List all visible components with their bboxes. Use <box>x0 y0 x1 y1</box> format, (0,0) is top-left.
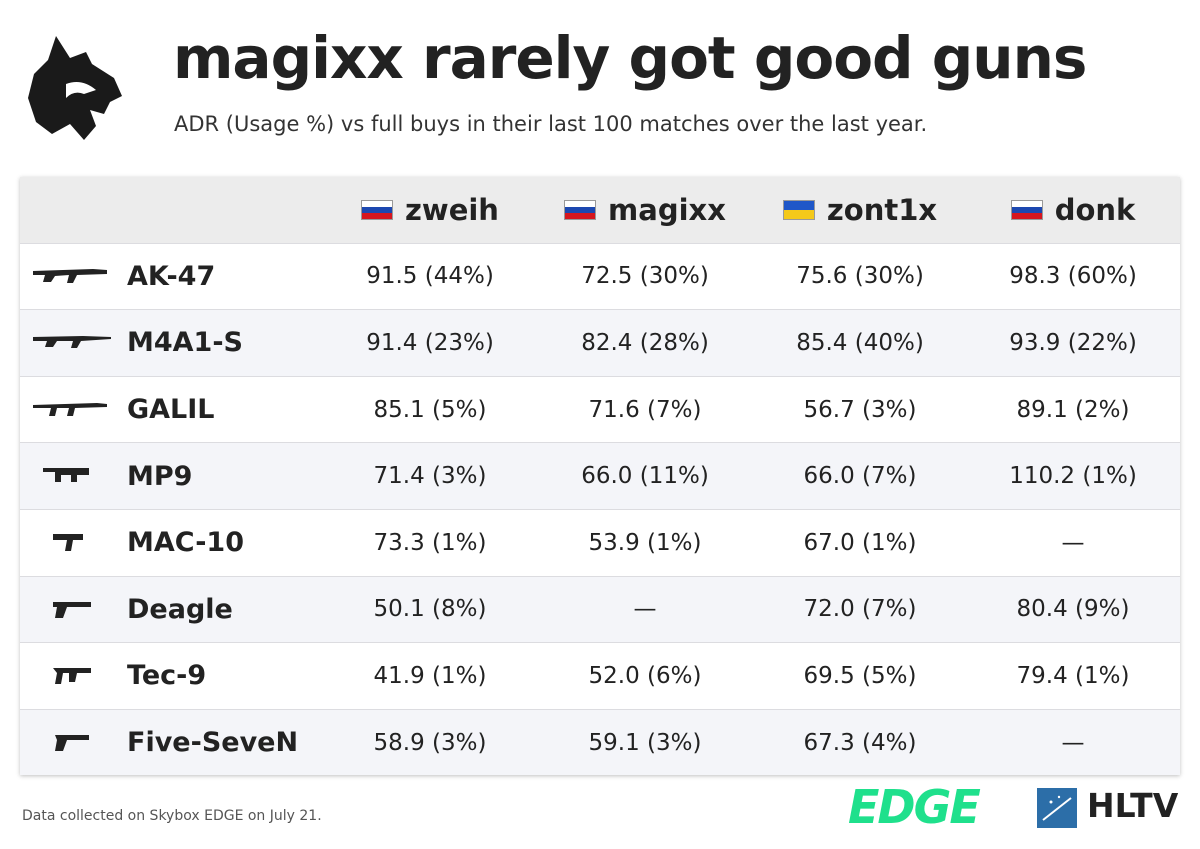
stat-cell: 50.1 (8%) <box>373 596 487 623</box>
stat-cell: 41.9 (1%) <box>373 662 487 689</box>
footnote: Data collected on Skybox EDGE on July 21… <box>22 808 322 824</box>
table-row: MP9 71.4 (3%) 66.0 (11%) 66.0 (7%) 110.2 (1%… <box>20 442 1180 509</box>
weapon-name: AK-47 <box>127 260 216 292</box>
player-name: magixx <box>608 192 726 227</box>
weapon-icon <box>55 734 89 751</box>
weapon-name: Deagle <box>127 593 233 625</box>
flag <box>361 199 394 220</box>
stat-cell: 91.5 (44%) <box>366 263 494 290</box>
table-row: AK-47 91.5 (44%) 72.5 (30%) 75.6 (30%) 98.3 … <box>20 242 1180 310</box>
stat-cell: — <box>633 596 657 623</box>
stat-cell: 67.0 (1%) <box>803 529 917 556</box>
stat-cell: 67.3 (4%) <box>803 729 917 756</box>
player-name: zont1x <box>826 192 938 227</box>
stat-cell: 98.3 (60%) <box>1009 263 1137 290</box>
stats-table: zweih magixx zont1x donk AK-47 91.5 (44%) 72.5… <box>20 177 1180 776</box>
table-row: Five-SeveN 58.9 (3%) 59.1 (3%) 67.3 (4%) — <box>20 708 1180 776</box>
stat-cell: 73.3 (1%) <box>373 529 487 556</box>
column-header: magixx <box>555 177 735 243</box>
stat-cell: 53.9 (1%) <box>588 529 702 556</box>
stat-cell: 79.4 (1%) <box>1016 662 1130 689</box>
stat-cell: 72.0 (7%) <box>803 596 917 623</box>
weapon-icon <box>53 668 91 685</box>
header-row: zweih magixx zont1x donk <box>20 177 1180 243</box>
stat-cell: — <box>1061 529 1085 556</box>
stat-cell: 85.4 (40%) <box>796 329 924 356</box>
stat-cell: 82.4 (28%) <box>581 329 709 356</box>
stat-cell: 72.5 (30%) <box>581 263 709 290</box>
stat-cell: 52.0 (6%) <box>588 662 702 689</box>
hltv-icon <box>1037 788 1077 828</box>
weapon-icon <box>33 268 107 283</box>
table-row: GALIL 85.1 (5%) 71.6 (7%) 56.7 (3%) 89.1 (2%… <box>20 375 1180 443</box>
weapon-icon <box>43 468 89 483</box>
stat-cell: 66.0 (11%) <box>581 463 709 490</box>
player-name: donk <box>1054 192 1136 227</box>
subtitle: ADR (Usage %) vs full buys in their last… <box>174 112 928 136</box>
weapon-name: Five-SeveN <box>127 727 299 759</box>
stat-cell: 110.2 (1%) <box>1009 463 1137 490</box>
table-row: M4A1-S 91.4 (23%) 82.4 (28%) 85.4 (40%) 93.9… <box>20 309 1180 376</box>
weapon-name: Tec-9 <box>127 660 207 692</box>
weapon-icon <box>33 402 107 416</box>
weapon-icon <box>53 533 83 551</box>
stat-cell: 71.4 (3%) <box>373 463 487 490</box>
stat-cell: 93.9 (22%) <box>1009 329 1137 356</box>
flag <box>1010 199 1043 220</box>
edge-logo: EDGE <box>848 780 981 834</box>
weapon-name: M4A1-S <box>127 327 243 359</box>
stat-cell: 66.0 (7%) <box>803 463 917 490</box>
table-row: Deagle 50.1 (8%) — 72.0 (7%) 80.4 (9%) <box>20 575 1180 643</box>
weapon-icon <box>33 336 111 349</box>
stat-cell: 56.7 (3%) <box>803 396 917 423</box>
stat-cell: 80.4 (9%) <box>1016 596 1130 623</box>
title: magixx rarely got good guns <box>173 24 1087 92</box>
hltv-logo: HLTV <box>1087 786 1179 825</box>
stat-cell: 85.1 (5%) <box>373 396 487 423</box>
stat-cell: 89.1 (2%) <box>1016 396 1130 423</box>
stat-cell: — <box>1061 729 1085 756</box>
column-header: zweih <box>340 177 520 243</box>
stat-cell: 69.5 (5%) <box>803 662 917 689</box>
player-name: zweih <box>405 192 499 227</box>
flag <box>564 199 597 220</box>
table-row: Tec-9 41.9 (1%) 52.0 (6%) 69.5 (5%) 79.4 (1%… <box>20 642 1180 709</box>
stat-cell: 91.4 (23%) <box>366 329 494 356</box>
weapon-name: MAC-10 <box>127 527 244 559</box>
stat-cell: 59.1 (3%) <box>588 729 702 756</box>
stat-cell: 71.6 (7%) <box>588 396 702 423</box>
column-header: donk <box>983 177 1163 243</box>
flag <box>782 199 815 220</box>
weapon-name: MP9 <box>127 460 193 492</box>
column-header: zont1x <box>770 177 950 243</box>
stat-cell: 75.6 (30%) <box>796 263 924 290</box>
weapon-icon <box>53 601 91 618</box>
team-logo <box>28 36 122 140</box>
stat-cell: 58.9 (3%) <box>373 729 487 756</box>
weapon-name: GALIL <box>127 394 215 426</box>
table-row: MAC-10 73.3 (1%) 53.9 (1%) 67.0 (1%) — <box>20 508 1180 576</box>
